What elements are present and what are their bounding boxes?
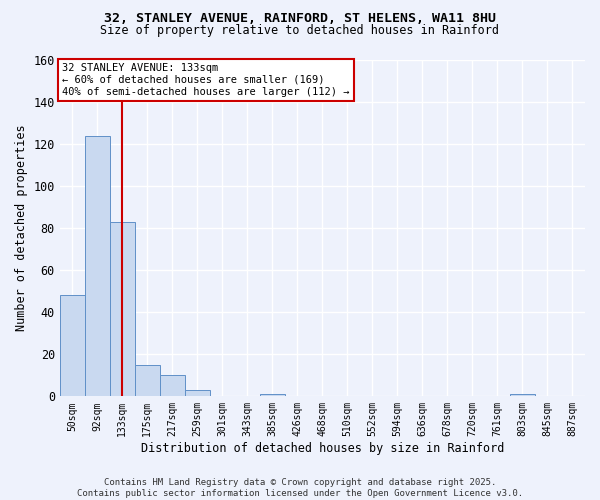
Text: Contains HM Land Registry data © Crown copyright and database right 2025.
Contai: Contains HM Land Registry data © Crown c… [77, 478, 523, 498]
Bar [510, 394, 535, 396]
Bar [110, 222, 135, 396]
Bar [185, 390, 210, 396]
Bar [160, 376, 185, 396]
Bar [260, 394, 285, 396]
Text: 32 STANLEY AVENUE: 133sqm
← 60% of detached houses are smaller (169)
40% of semi: 32 STANLEY AVENUE: 133sqm ← 60% of detac… [62, 64, 350, 96]
X-axis label: Distribution of detached houses by size in Rainford: Distribution of detached houses by size … [141, 442, 504, 455]
Bar [60, 296, 85, 396]
Text: 32, STANLEY AVENUE, RAINFORD, ST HELENS, WA11 8HU: 32, STANLEY AVENUE, RAINFORD, ST HELENS,… [104, 12, 496, 26]
Bar [85, 136, 110, 396]
Y-axis label: Number of detached properties: Number of detached properties [15, 125, 28, 332]
Text: Size of property relative to detached houses in Rainford: Size of property relative to detached ho… [101, 24, 499, 37]
Bar [135, 365, 160, 396]
